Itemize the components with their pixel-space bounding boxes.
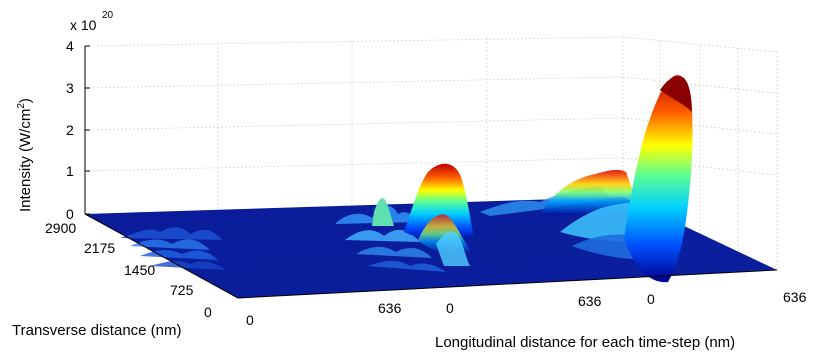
z-tick-label: 2 xyxy=(66,122,74,138)
x-tick-label: 0 xyxy=(446,300,454,316)
y-axis-label: Transverse distance (nm) xyxy=(12,322,182,339)
y-tick-label: 0 xyxy=(204,304,212,320)
y-tick-label: 2900 xyxy=(45,220,76,236)
z-tick-label: 3 xyxy=(66,80,74,96)
y-tick-label: 725 xyxy=(170,282,194,298)
x-axis-label: Longitudinal distance for each time-step… xyxy=(435,334,735,351)
x-tick-label: 0 xyxy=(246,312,254,328)
z-axis-label: Intensity (W/cm2) xyxy=(16,98,34,212)
x-tick-label: 636 xyxy=(578,293,602,309)
z-multiplier: x 10 xyxy=(70,17,97,33)
x-tick-label: 0 xyxy=(647,291,655,307)
z-axis-ticks xyxy=(85,46,90,214)
z-tick-label: 1 xyxy=(66,163,74,179)
z-multiplier-exponent: 20 xyxy=(102,10,114,21)
x-tick-label: 636 xyxy=(783,289,807,305)
y-tick-label: 2175 xyxy=(84,240,115,256)
y-tick-label: 1450 xyxy=(124,262,155,278)
x-tick-label: 636 xyxy=(378,300,402,316)
z-tick-label: 4 xyxy=(66,38,74,54)
